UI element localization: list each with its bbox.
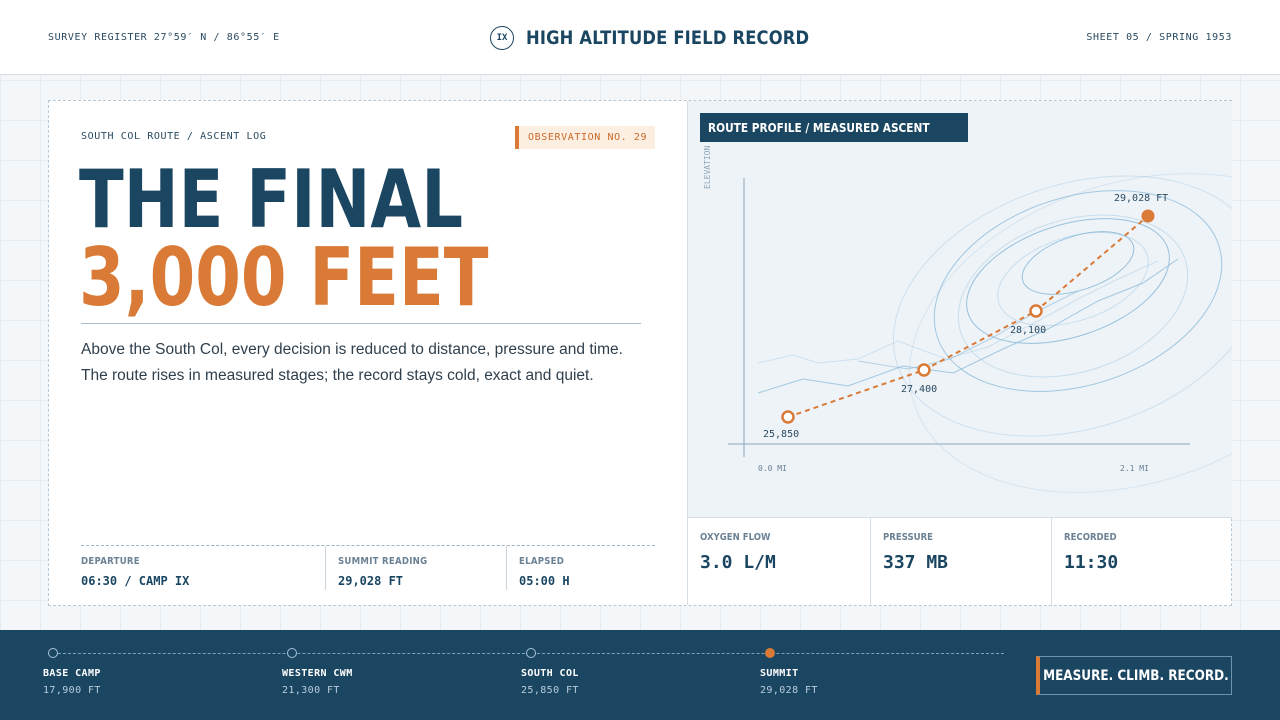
route-point	[1029, 304, 1043, 318]
story-description: Above the South Col, every decision is r…	[81, 341, 623, 384]
point-label: 29,028 FT	[1114, 193, 1168, 204]
route-point	[917, 363, 931, 377]
summit-point	[1141, 209, 1155, 223]
observation-tag: OBSERVATION NO. 29	[515, 126, 656, 149]
progress-footer: BASE CAMP 17,900 FT WESTERN CWM 21,300 F…	[0, 630, 1280, 720]
stat-label: SUMMIT READING	[338, 556, 428, 567]
headline-line-1: THE FINAL	[79, 153, 463, 246]
header-title-group: IX HIGH ALTITUDE FIELD RECORD	[490, 25, 855, 51]
page-header: SURVEY REGISTER 27°59′ N / 86°55′ E IX H…	[0, 0, 1280, 75]
sheet-badge-icon: IX	[490, 26, 514, 50]
stop-marker-icon	[287, 648, 297, 658]
headline-line-2: 3,000 FEET	[79, 231, 489, 324]
stat-elapsed: ELAPSED 05:00 H	[506, 546, 655, 590]
metric-label: PRESSURE	[883, 532, 933, 543]
stat-value: 06:30 / CAMP IX	[81, 574, 190, 588]
stop-name: BASE CAMP	[43, 668, 101, 679]
stop-marker-icon	[526, 648, 536, 658]
metric-value: 337 MB	[883, 552, 949, 573]
map-title: ROUTE PROFILE / MEASURED ASCENT	[700, 113, 968, 142]
stop-marker-icon	[765, 648, 775, 658]
route-label: SOUTH COL ROUTE / ASCENT LOG	[81, 131, 267, 142]
chart-axes	[728, 178, 1190, 457]
metric-recorded: RECORDED 11:30	[1051, 518, 1232, 605]
route-profile-map: ELEVATION 0.0 MI 2.1 MI 25,850 27,400 28…	[688, 101, 1232, 518]
route-panel: ELEVATION 0.0 MI 2.1 MI 25,850 27,400 28…	[687, 101, 1232, 605]
metric-value: 11:30	[1064, 552, 1119, 573]
stop-name: SOUTH COL	[521, 668, 579, 679]
x-start-label: 0.0 MI	[758, 464, 787, 473]
stop-altitude: 21,300 FT	[282, 685, 340, 696]
stat-label: ELAPSED	[519, 556, 565, 567]
stop-altitude: 25,850 FT	[521, 685, 579, 696]
route-point	[781, 410, 795, 424]
story-panel: SOUTH COL ROUTE / ASCENT LOG OBSERVATION…	[49, 101, 687, 605]
metrics-row: OXYGEN FLOW 3.0 L/M PRESSURE 337 MB RECO…	[688, 518, 1232, 605]
stop-name: WESTERN CWM	[282, 668, 353, 679]
metric-label: OXYGEN FLOW	[700, 532, 771, 543]
ascent-route-line	[787, 215, 1149, 418]
route-profile-graphic: ELEVATION 0.0 MI 2.1 MI 25,850 27,400 28…	[703, 145, 1232, 493]
headline-divider	[81, 323, 641, 324]
contour-lines	[757, 173, 1232, 493]
stats-row: DEPARTURE 06:30 / CAMP IX SUMMIT READING…	[81, 545, 655, 591]
stat-label: DEPARTURE	[81, 556, 140, 567]
stop-altitude: 29,028 FT	[760, 685, 818, 696]
page-title: HIGH ALTITUDE FIELD RECORD	[526, 27, 810, 49]
headline: THE FINAL 3,000 FEET	[79, 153, 489, 324]
stat-value: 05:00 H	[519, 574, 570, 588]
x-end-label: 2.1 MI	[1120, 464, 1149, 473]
stat-departure: DEPARTURE 06:30 / CAMP IX	[81, 546, 325, 590]
stop-name: SUMMIT	[760, 668, 799, 679]
point-label: 28,100	[1010, 325, 1046, 336]
stop-marker-icon	[48, 648, 58, 658]
y-axis-label: ELEVATION	[703, 145, 712, 189]
metric-pressure: PRESSURE 337 MB	[870, 518, 1052, 605]
record-card: SOUTH COL ROUTE / ASCENT LOG OBSERVATION…	[48, 100, 1232, 606]
stat-summit-reading: SUMMIT READING 29,028 FT	[325, 546, 506, 590]
metric-oxygen-flow: OXYGEN FLOW 3.0 L/M	[688, 518, 870, 605]
metric-label: RECORDED	[1064, 532, 1117, 543]
stop-altitude: 17,900 FT	[43, 685, 101, 696]
stat-value: 29,028 FT	[338, 574, 404, 588]
metric-value: 3.0 L/M	[700, 552, 776, 573]
point-label: 27,400	[901, 384, 937, 395]
cta-button[interactable]: MEASURE. CLIMB. RECORD.	[1036, 656, 1232, 695]
survey-register: SURVEY REGISTER 27°59′ N / 86°55′ E	[48, 32, 280, 43]
point-label: 25,850	[763, 429, 799, 440]
sheet-info: SHEET 05 / SPRING 1953	[1086, 32, 1232, 43]
